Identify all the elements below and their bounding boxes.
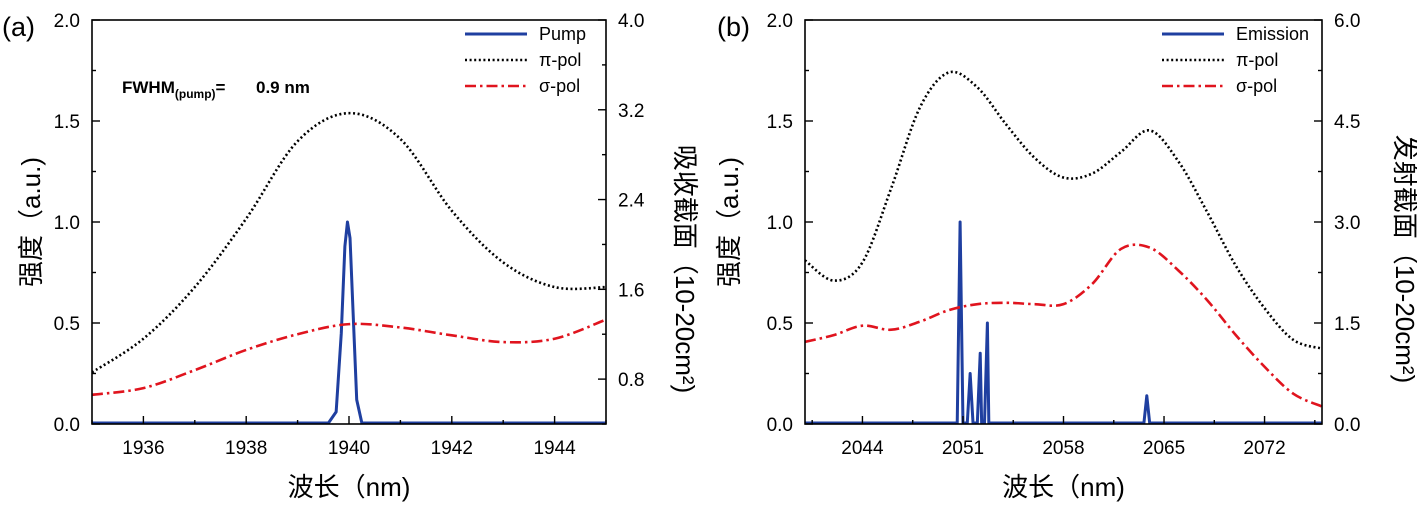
x-tick-label: 1944 xyxy=(533,438,576,459)
y-tick-label: 1.0 xyxy=(767,213,793,234)
x-tick-label: 2058 xyxy=(1042,438,1084,459)
legend-label: Pump xyxy=(539,24,586,44)
y-tick-label: 0.0 xyxy=(54,415,80,436)
x-axis-title: 波长（nm) xyxy=(1002,472,1125,502)
y-tick-label: 0.0 xyxy=(767,415,793,436)
panel-label: (a) xyxy=(2,12,35,42)
y-tick-label: 1.0 xyxy=(54,213,80,234)
legend-label: σ-pol xyxy=(1236,76,1277,96)
fwhm-label: FWHM(pump)= xyxy=(122,78,226,101)
y2-axis-title: 发射截面（10-20cm²) xyxy=(1390,135,1417,383)
y-tick-label: 0.5 xyxy=(54,314,80,335)
y-tick-label: 2.0 xyxy=(54,11,80,32)
fwhm-subscript: (pump) xyxy=(175,87,216,101)
y-axis-title: 强度（a.u.) xyxy=(714,157,744,287)
x-axis-title: 波长（nm) xyxy=(288,472,411,502)
y-tick-label: 1.5 xyxy=(54,112,80,133)
y2-tick-label: 4.5 xyxy=(1334,112,1360,133)
legend: Emission π-pol σ-pol xyxy=(1162,24,1309,96)
legend-label: π-pol xyxy=(1236,50,1278,70)
legend-label: π-pol xyxy=(539,50,581,70)
legend-label: Emission xyxy=(1236,24,1309,44)
series-line-pol xyxy=(805,243,1322,408)
legend: Pump π-pol σ-pol xyxy=(465,24,586,96)
x-tick-label: 1940 xyxy=(328,438,370,459)
x-tick-label: 2072 xyxy=(1243,438,1285,459)
series-line-pol xyxy=(92,318,606,397)
series-line-pump xyxy=(92,220,606,424)
y2-tick-label: 2.4 xyxy=(618,191,645,212)
y2-tick-label: 3.0 xyxy=(1334,213,1360,234)
x-tick-label: 2065 xyxy=(1143,438,1185,459)
y2-tick-label: 3.2 xyxy=(618,101,644,122)
series-line-emission xyxy=(805,220,1322,424)
x-tick-label: 1938 xyxy=(225,438,267,459)
x-tick-label: 2044 xyxy=(841,438,884,459)
y-tick-label: 2.0 xyxy=(767,11,793,32)
series-line-pol xyxy=(805,70,1322,350)
chart-panel-a: 1936 1938 1940 1942 1944 0.0 0.5 1.0 1.5 2.0 0.8 1.… xyxy=(2,11,700,502)
y2-tick-label: 1.5 xyxy=(1334,314,1360,335)
x-tick-label: 1942 xyxy=(431,438,473,459)
y2-tick-label: 0.0 xyxy=(1334,415,1360,436)
y2-tick-label: 6.0 xyxy=(1334,11,1360,32)
chart-panel-b: 2044 2051 2058 2065 2072 0.0 0.5 1.0 1.5 2.0 0.0 1.… xyxy=(714,11,1417,502)
y2-axis-title: 吸收截面（10-20cm²) xyxy=(670,145,700,393)
x-tick-label: 1936 xyxy=(122,438,164,459)
y2-tick-label: 1.6 xyxy=(618,280,644,301)
y-axis-title: 强度（a.u.) xyxy=(16,157,46,287)
y2-tick-label: 0.8 xyxy=(618,370,644,391)
fwhm-annotation: FWHM(pump)= 0.9 nm xyxy=(122,78,310,101)
y-tick-label: 1.5 xyxy=(767,112,793,133)
y-tick-label: 0.5 xyxy=(767,314,793,335)
series-line-pol xyxy=(92,111,606,374)
fwhm-main: FWHM xyxy=(122,78,175,97)
fwhm-value: 0.9 nm xyxy=(256,78,310,97)
legend-label: σ-pol xyxy=(539,76,580,96)
panel-label: (b) xyxy=(717,12,750,42)
x-tick-label: 2051 xyxy=(942,438,984,459)
fwhm-equals: = xyxy=(216,78,226,97)
y2-tick-label: 4.0 xyxy=(618,11,644,32)
